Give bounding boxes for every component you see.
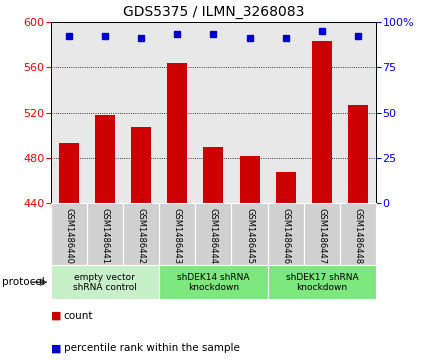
- Bar: [167, 63, 187, 203]
- Text: count: count: [64, 311, 93, 321]
- Bar: [195, 203, 231, 265]
- Text: shDEK14 shRNA
knockdown: shDEK14 shRNA knockdown: [177, 273, 249, 292]
- Bar: [312, 41, 332, 203]
- Bar: [240, 156, 260, 203]
- Bar: [159, 203, 195, 265]
- Bar: [87, 203, 123, 265]
- Bar: [304, 203, 340, 265]
- Bar: [340, 203, 376, 265]
- Bar: [268, 203, 304, 265]
- Text: percentile rank within the sample: percentile rank within the sample: [64, 343, 240, 354]
- Bar: [51, 203, 87, 265]
- Text: GSM1486441: GSM1486441: [100, 208, 110, 264]
- Text: empty vector
shRNA control: empty vector shRNA control: [73, 273, 137, 292]
- Text: GSM1486445: GSM1486445: [245, 208, 254, 264]
- Bar: [95, 115, 115, 203]
- Bar: [59, 143, 79, 203]
- Text: ■: ■: [51, 311, 61, 321]
- Text: GSM1486442: GSM1486442: [136, 208, 146, 264]
- Bar: [159, 265, 268, 299]
- Text: GSM1486447: GSM1486447: [317, 208, 326, 264]
- Bar: [348, 105, 368, 203]
- Title: GDS5375 / ILMN_3268083: GDS5375 / ILMN_3268083: [123, 5, 304, 19]
- Bar: [276, 172, 296, 203]
- Text: GSM1486448: GSM1486448: [354, 208, 363, 264]
- Text: GSM1486446: GSM1486446: [281, 208, 290, 264]
- Bar: [123, 203, 159, 265]
- Bar: [203, 147, 224, 203]
- Bar: [231, 203, 268, 265]
- Text: GSM1486440: GSM1486440: [64, 208, 73, 264]
- Bar: [51, 265, 159, 299]
- Text: GSM1486443: GSM1486443: [173, 208, 182, 264]
- Bar: [131, 127, 151, 203]
- Text: protocol: protocol: [2, 277, 45, 287]
- Text: ■: ■: [51, 343, 61, 354]
- Bar: [268, 265, 376, 299]
- Text: shDEK17 shRNA
knockdown: shDEK17 shRNA knockdown: [286, 273, 358, 292]
- Text: GSM1486444: GSM1486444: [209, 208, 218, 264]
